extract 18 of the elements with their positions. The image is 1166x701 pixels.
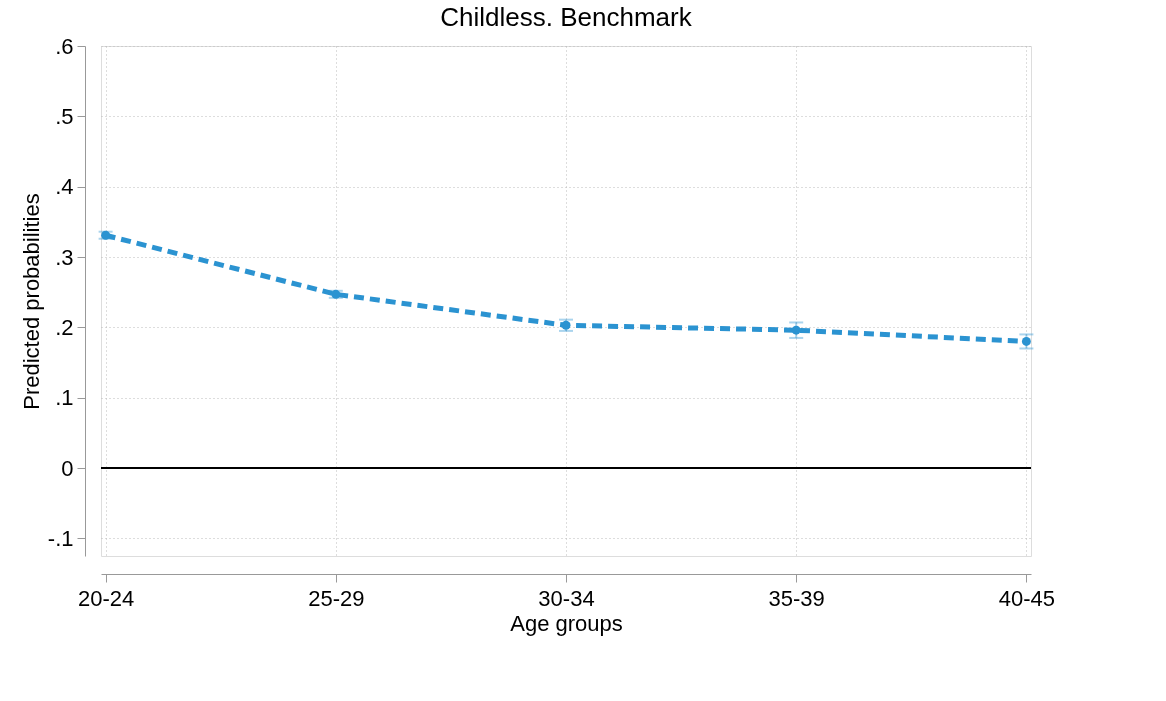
y-tick-label: .4 <box>55 174 74 200</box>
y-axis-title: Predicted probabilities <box>18 193 44 410</box>
x-tick-label: 35-39 <box>768 585 825 611</box>
x-tick-label: 30-34 <box>538 585 595 611</box>
x-tick-label: 40-45 <box>998 585 1056 611</box>
y-tick-label: 0 <box>61 455 74 481</box>
y-tick-label: .2 <box>55 314 74 340</box>
y-tick-label: .1 <box>55 385 74 411</box>
point <box>1021 336 1031 346</box>
y-tick-label: -.1 <box>47 525 74 551</box>
x-tick-label: 20-24 <box>77 585 135 611</box>
x-axis-title: Age groups <box>510 610 623 636</box>
x-tick-label: 25-29 <box>308 585 365 611</box>
y-tick-label: .6 <box>55 33 74 59</box>
y-tick-label: .3 <box>55 244 74 270</box>
y-tick-label: .5 <box>55 103 74 129</box>
chart-title: Childless. Benchmark <box>440 2 693 32</box>
point <box>791 325 801 335</box>
